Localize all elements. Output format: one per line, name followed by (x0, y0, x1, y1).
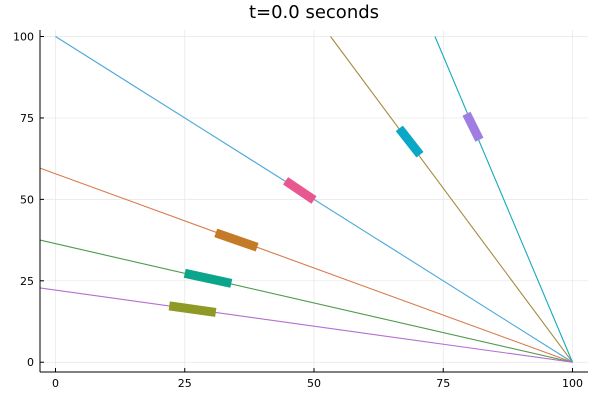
x-tick-label: 25 (178, 377, 192, 390)
x-tick-label: 75 (436, 377, 450, 390)
grid (40, 30, 588, 372)
series-line (39, 239, 573, 363)
x-tick-label: 100 (562, 377, 583, 390)
chart-title: t=0.0 seconds (249, 2, 379, 23)
moving-segment (462, 111, 484, 142)
series-line (39, 287, 573, 363)
series-line (330, 36, 573, 363)
series-line (39, 167, 573, 363)
x-tick-label: 0 (52, 377, 59, 390)
moving-segments (168, 111, 484, 317)
moving-segment (283, 177, 317, 204)
moving-segment (214, 228, 259, 252)
y-tick-label: 0 (27, 356, 34, 369)
y-tick-label: 25 (20, 275, 34, 288)
moving-segment (168, 301, 217, 317)
y-tick-label: 50 (20, 193, 34, 206)
axes: 0 25 50 75 100 0 25 50 75 100 (13, 30, 588, 390)
series-lines (39, 36, 573, 363)
series-line (434, 36, 573, 363)
moving-segment (395, 125, 424, 158)
x-tick-label: 50 (307, 377, 321, 390)
y-tick-label: 100 (13, 31, 34, 44)
moving-segment (183, 268, 233, 288)
y-tick-label: 75 (20, 112, 34, 125)
